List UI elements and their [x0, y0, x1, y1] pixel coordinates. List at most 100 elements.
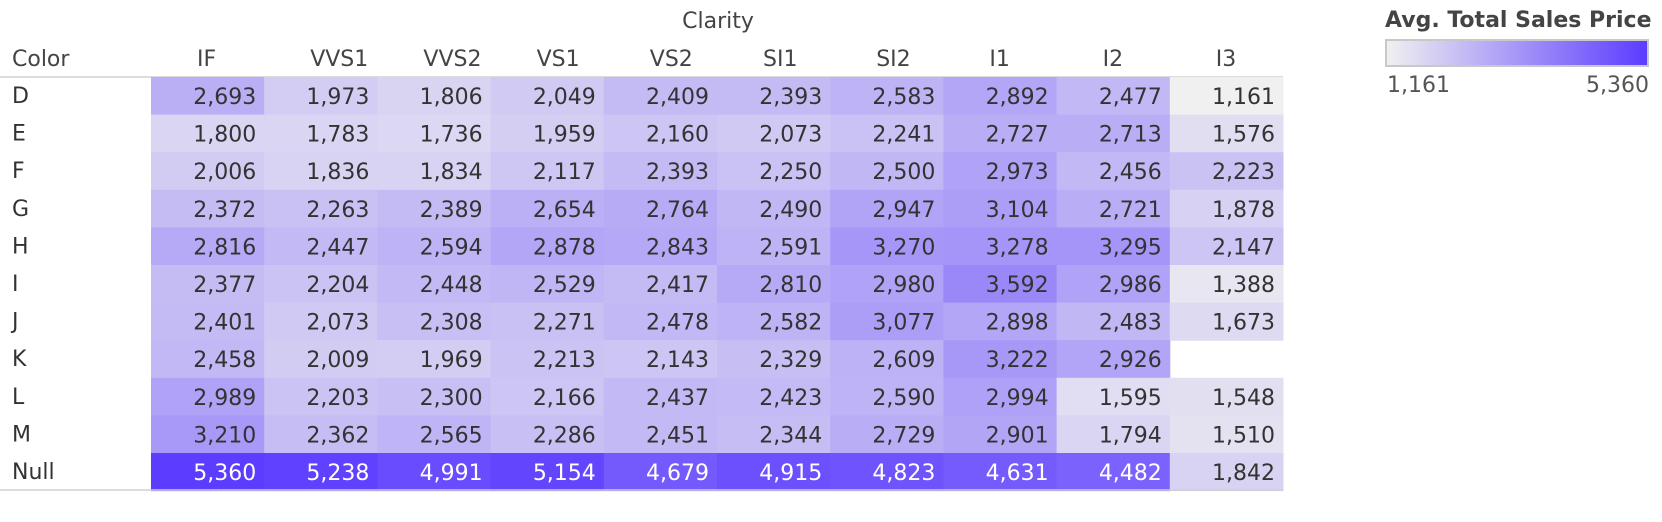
- cell-value-label: 2,727: [986, 123, 1049, 148]
- cell-value-label: 2,947: [872, 198, 935, 223]
- heatmap-cell: [1169, 302, 1284, 341]
- cell-value-label: 2,271: [533, 311, 596, 336]
- heatmap-cell: [377, 152, 492, 191]
- heatmap-cell: [264, 302, 378, 341]
- heatmap-cell: [151, 114, 265, 153]
- cell-value-label: 2,437: [646, 386, 709, 411]
- heatmap-cell: [1169, 152, 1284, 191]
- cell-value-label: 2,451: [646, 423, 709, 448]
- cell-value-label: 5,238: [306, 461, 369, 486]
- heatmap-cell: [490, 189, 605, 228]
- cell-value-label: 2,389: [420, 198, 483, 223]
- heatmap-cell: [151, 152, 265, 191]
- heatmap-cell: [264, 415, 378, 454]
- cell-value-label: 2,423: [759, 386, 822, 411]
- cell-value-label: 2,448: [420, 273, 483, 298]
- cell-value-label: 2,478: [646, 311, 709, 336]
- heatmap-cell: [264, 189, 378, 228]
- heatmap-cell: [943, 227, 1058, 266]
- cell-value-label: 2,006: [193, 160, 256, 185]
- row-label: H: [12, 234, 29, 259]
- heatmap-cell: [1056, 453, 1171, 492]
- row-label: D: [12, 84, 29, 109]
- heatmap-cell: [830, 77, 944, 116]
- heatmap-cell: [603, 415, 718, 454]
- legend-labels: 1,161 5,360: [1385, 73, 1655, 103]
- heatmap-cell: [264, 152, 378, 191]
- heatmap-cell: [490, 302, 605, 341]
- cell-value-label: 1,878: [1212, 198, 1275, 223]
- cell-value-label: 2,458: [193, 348, 256, 373]
- cell-value-label: 2,986: [1099, 273, 1162, 298]
- heatmap-cell: [830, 415, 944, 454]
- cell-value-label: 2,764: [646, 198, 709, 223]
- cell-value-label: 1,834: [420, 160, 483, 185]
- cell-value-label: 1,595: [1099, 386, 1162, 411]
- cell-value-label: 2,477: [1099, 85, 1162, 110]
- heatmap-cell: [377, 227, 492, 266]
- cell-value-label: 2,926: [1099, 348, 1162, 373]
- heatmap-cell: [1169, 114, 1284, 153]
- cell-value-label: 2,417: [646, 273, 709, 298]
- row-label: L: [12, 385, 25, 410]
- cell-value-label: 2,160: [646, 123, 709, 148]
- cell-value-label: 2,344: [759, 423, 822, 448]
- heatmap-cell: [264, 77, 378, 116]
- heatmap-cell: [151, 415, 265, 454]
- heatmap-cell: [1169, 265, 1284, 304]
- column-labels: IF VVS1 VVS2 VS1 VS2 SI1 SI2 I1 I2 I3: [197, 47, 1236, 72]
- heatmap-cell: [377, 114, 492, 153]
- heatmap-cell: [490, 227, 605, 266]
- cell-value-label: 2,308: [420, 311, 483, 336]
- cell-value-label: 2,483: [1099, 311, 1162, 336]
- heatmap-cell: [717, 227, 831, 266]
- cell-value-label: 2,372: [193, 198, 256, 223]
- heatmap-cell: [943, 189, 1058, 228]
- column-label: VVS2: [423, 47, 481, 72]
- heatmap-cell: [1056, 189, 1171, 228]
- cell-value-label: 2,456: [1099, 160, 1162, 185]
- cell-value-label: 2,204: [306, 273, 369, 298]
- legend-title: Avg. Total Sales Price: [1385, 8, 1652, 33]
- heatmap-cell: [151, 453, 265, 492]
- cell-value-label: 4,823: [872, 461, 935, 486]
- heatmap-cell: [943, 377, 1058, 416]
- cell-value-label: 3,592: [986, 273, 1049, 298]
- cell-value-label: 2,300: [420, 386, 483, 411]
- cell-value-label: 2,490: [759, 198, 822, 223]
- heatmap-cell: [603, 189, 718, 228]
- cell-value-label: 2,594: [420, 235, 483, 260]
- row-label: G: [12, 197, 29, 222]
- heatmap-cell: [490, 340, 605, 379]
- cell-value-label: 2,590: [872, 386, 935, 411]
- heatmap-cells: 2,693 1,973 1,806 2,049 2,409 2,393 2,583 2,892…: [151, 77, 1284, 492]
- cell-value-label: 2,583: [872, 85, 935, 110]
- heatmap-cell: [830, 453, 944, 492]
- row-label: M: [12, 422, 31, 447]
- heatmap-cell: [1056, 415, 1171, 454]
- cell-value-label: 4,679: [646, 461, 709, 486]
- heatmap-cell: [1169, 453, 1284, 492]
- heatmap-cell: [943, 114, 1058, 153]
- heatmap-cell: [1169, 227, 1284, 266]
- cell-value-label: 1,836: [306, 160, 369, 185]
- cell-value-label: 4,631: [986, 461, 1049, 486]
- column-label: I1: [989, 47, 1010, 72]
- cell-value-label: 1,842: [1212, 461, 1275, 486]
- heatmap-cell: [943, 453, 1058, 492]
- heatmap-cell: [943, 415, 1058, 454]
- heatmap-cell: [603, 453, 718, 492]
- heatmap-cell: [1056, 265, 1171, 304]
- heatmap-cell: [603, 302, 718, 341]
- heatmap-cell: [830, 189, 944, 228]
- cell-value-label: 2,654: [533, 198, 596, 223]
- heatmap-cell: [603, 77, 718, 116]
- cell-value-label: 2,843: [646, 235, 709, 260]
- cell-value-label: 1,510: [1212, 423, 1275, 448]
- cell-value-label: 1,959: [533, 123, 596, 148]
- cell-value-label: 2,393: [646, 160, 709, 185]
- heatmap-cell: [264, 377, 378, 416]
- cell-value-label: 2,393: [759, 85, 822, 110]
- heatmap-cell: [943, 265, 1058, 304]
- heatmap-cell: [1169, 77, 1284, 116]
